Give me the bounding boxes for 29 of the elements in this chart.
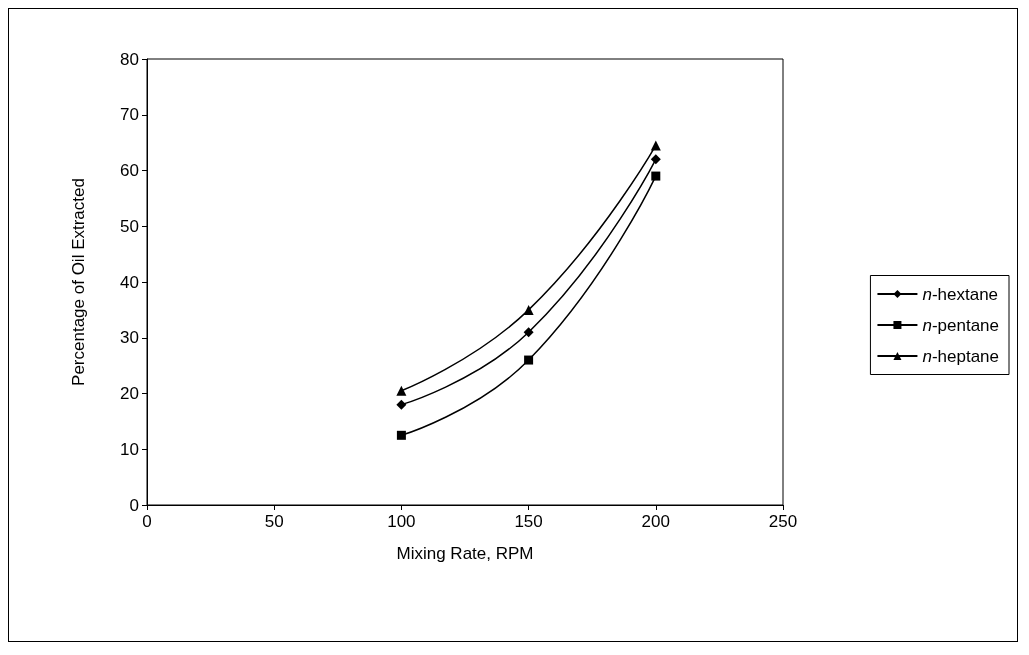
point (396, 385, 407, 396)
y-tick-label: 10 (120, 439, 139, 459)
y-tick-label: 40 (120, 272, 139, 292)
y-axis-title: Percentage of Oil Extracted (69, 178, 88, 386)
point (650, 140, 661, 151)
x-tick-label: 50 (264, 512, 284, 531)
legend-label: n-hextane (922, 284, 999, 304)
point (650, 154, 661, 165)
point (651, 171, 661, 181)
x-tick-label: 250 (768, 512, 798, 531)
y-tick-label: 80 (120, 49, 139, 69)
y-tick-label: 20 (120, 384, 139, 403)
y-tick-label: 0 (129, 495, 139, 515)
point (524, 355, 534, 365)
x-tick-label: 150 (514, 512, 543, 531)
y-tick-label: 50 (120, 216, 139, 236)
y-tick-label: 70 (120, 105, 139, 125)
x-tick-label: 0 (142, 512, 152, 531)
point (396, 430, 406, 440)
x-axis-title: Mixing Rate, RPM (396, 544, 534, 563)
legend-label: n-heptane (922, 346, 1000, 366)
x-tick-label: 200 (641, 512, 670, 531)
x-tick-label: 100 (387, 512, 416, 531)
y-tick-label: 30 (120, 328, 139, 348)
point (523, 327, 534, 338)
legend-label: n-pentane (922, 315, 1000, 335)
point (523, 304, 534, 315)
point (396, 399, 407, 410)
y-tick-label: 60 (120, 161, 139, 180)
